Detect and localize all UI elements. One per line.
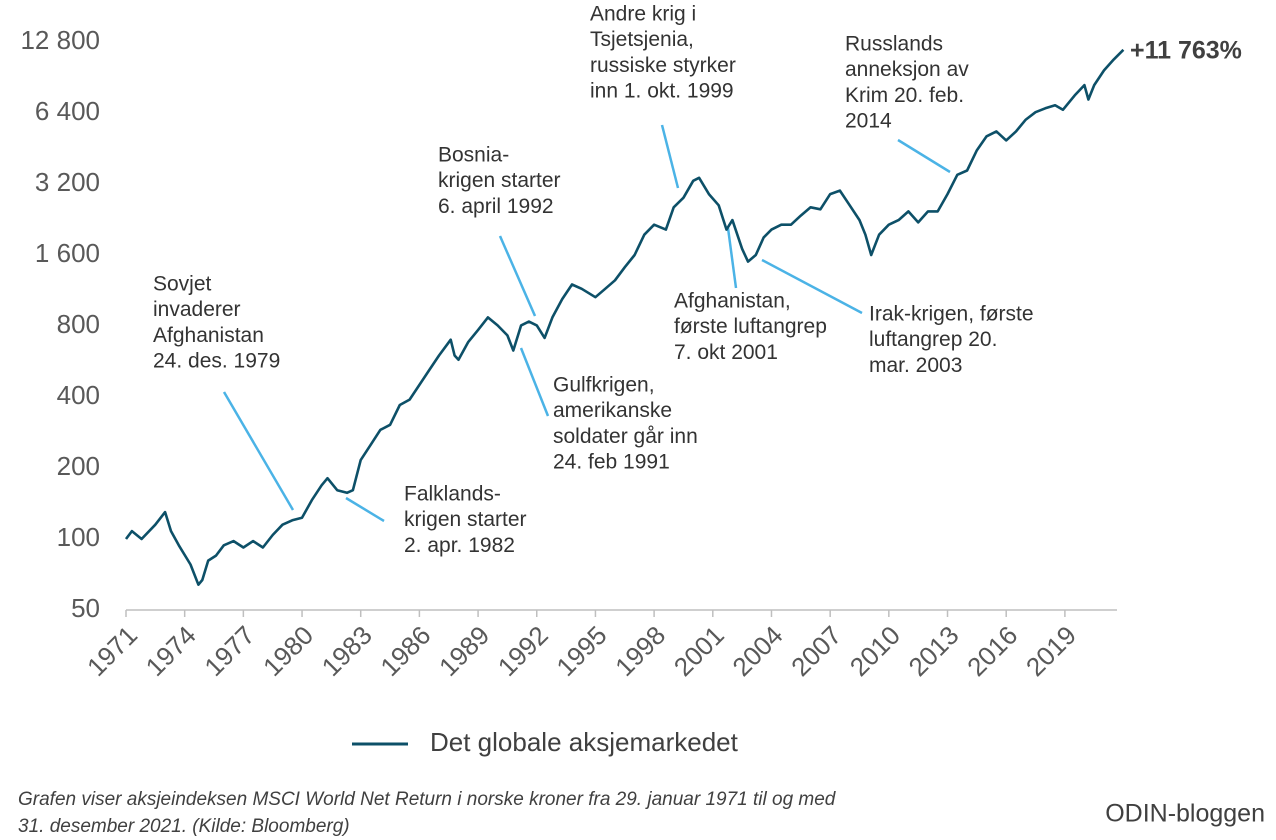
x-tick-label: 1983 [316,620,378,682]
annotation: amerikanske [553,399,672,422]
annotation: Afghanistan [153,324,264,347]
x-tick-label: 1980 [257,620,319,682]
y-tick-label: 1 600 [35,238,100,268]
annotation-connector [519,347,550,417]
annotation-connector [761,258,863,315]
annotation: inn 1. okt. 1999 [590,80,734,103]
annotation: krigen starter [404,508,527,531]
annotation: krigen starter [438,169,561,192]
annotation: første luftangrep [674,315,827,338]
annotation: 7. okt 2001 [674,341,778,364]
annotation: anneksjon av [845,58,969,81]
x-tick-label: 2004 [726,620,788,682]
footnote: 31. desember 2021. (Kilde: Bloomberg) [18,816,350,837]
annotation: Irak-krigen, første [869,303,1034,326]
y-tick-label: 200 [57,451,100,481]
y-tick-label: 3 200 [35,167,100,197]
annotation-connector [498,235,537,317]
x-tick-label: 1971 [81,620,143,682]
annotation: mar. 2003 [869,354,962,377]
x-tick-label: 2001 [668,620,730,682]
y-tick-label: 100 [57,522,100,552]
annotation: 2014 [845,110,892,133]
annotation: Bosnia- [438,144,509,167]
annotation-connector [726,227,738,289]
annotation-connector [222,391,295,511]
annotation: 24. feb 1991 [553,451,670,474]
annotation: 2. apr. 1982 [404,534,515,557]
x-tick-label: 2016 [961,620,1023,682]
y-tick-label: 6 400 [35,96,100,126]
y-tick-label: 12 800 [20,25,100,55]
legend-label: Det globale aksjemarkedet [430,727,739,757]
x-tick-label: 1977 [198,620,260,682]
annotation: Gulfkrigen, [553,374,655,397]
annotation: Andre krig i [590,3,696,26]
annotation: soldater går inn [553,425,698,448]
x-tick-label: 2010 [844,620,906,682]
x-tick-label: 1998 [609,620,671,682]
x-tick-label: 1989 [433,620,495,682]
y-tick-label: 800 [57,309,100,339]
end-label: +11 763% [1130,37,1242,65]
annotation: invaderer [153,298,241,321]
x-tick-label: 1992 [492,620,554,682]
x-tick-label: 2019 [1020,620,1082,682]
annotation-connector [660,124,680,189]
annotation: russiske styrker [590,54,736,77]
footnote: Grafen viser aksjeindeksen MSCI World Ne… [18,789,837,810]
annotation: Sovjet [153,273,212,296]
x-tick-label: 1974 [140,620,202,682]
annotation: 6. april 1992 [438,195,554,218]
x-tick-label: 2007 [785,620,847,682]
annotation-connector [345,496,385,523]
y-tick-label: 400 [57,380,100,410]
annotation: Falklands- [404,483,501,506]
y-tick-label: 50 [71,593,100,623]
source: ODIN-bloggen [1105,800,1265,828]
annotation: Russlands [845,33,943,56]
x-tick-label: 1995 [550,620,612,682]
line-series [124,48,1125,586]
annotation-connector [897,138,951,174]
annotation: luftangrep 20. [869,328,997,351]
x-tick-label: 2013 [903,620,965,682]
annotation: Krim 20. feb. [845,84,964,107]
annotation: 24. des. 1979 [153,350,280,373]
annotation: Afghanistan, [674,290,791,313]
x-tick-label: 1986 [374,620,436,682]
annotation: Tsjetsjenia, [590,28,694,51]
